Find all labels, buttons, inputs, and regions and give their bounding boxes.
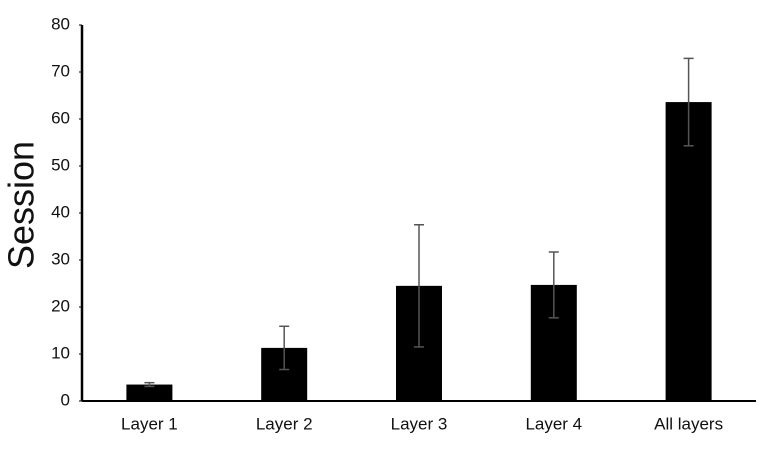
y-tick-label: 80 [51,14,70,33]
y-axis-label: Session [1,141,42,269]
x-tick-label: Layer 1 [121,414,178,433]
bar [126,384,173,401]
y-tick-label: 20 [51,296,70,315]
x-tick-label: Layer 3 [391,414,448,433]
y-tick-label: 30 [51,249,70,268]
y-tick-label: 10 [51,343,70,362]
x-tick-label: Layer 2 [256,414,313,433]
bar [665,102,712,401]
x-tick-label: Layer 4 [525,414,582,433]
y-tick-label: 0 [61,390,70,409]
y-tick-label: 70 [51,61,70,80]
y-tick-label: 50 [51,155,70,174]
y-tick-label: 60 [51,108,70,127]
x-tick-label: All layers [654,414,723,433]
y-tick-label: 40 [51,202,70,221]
